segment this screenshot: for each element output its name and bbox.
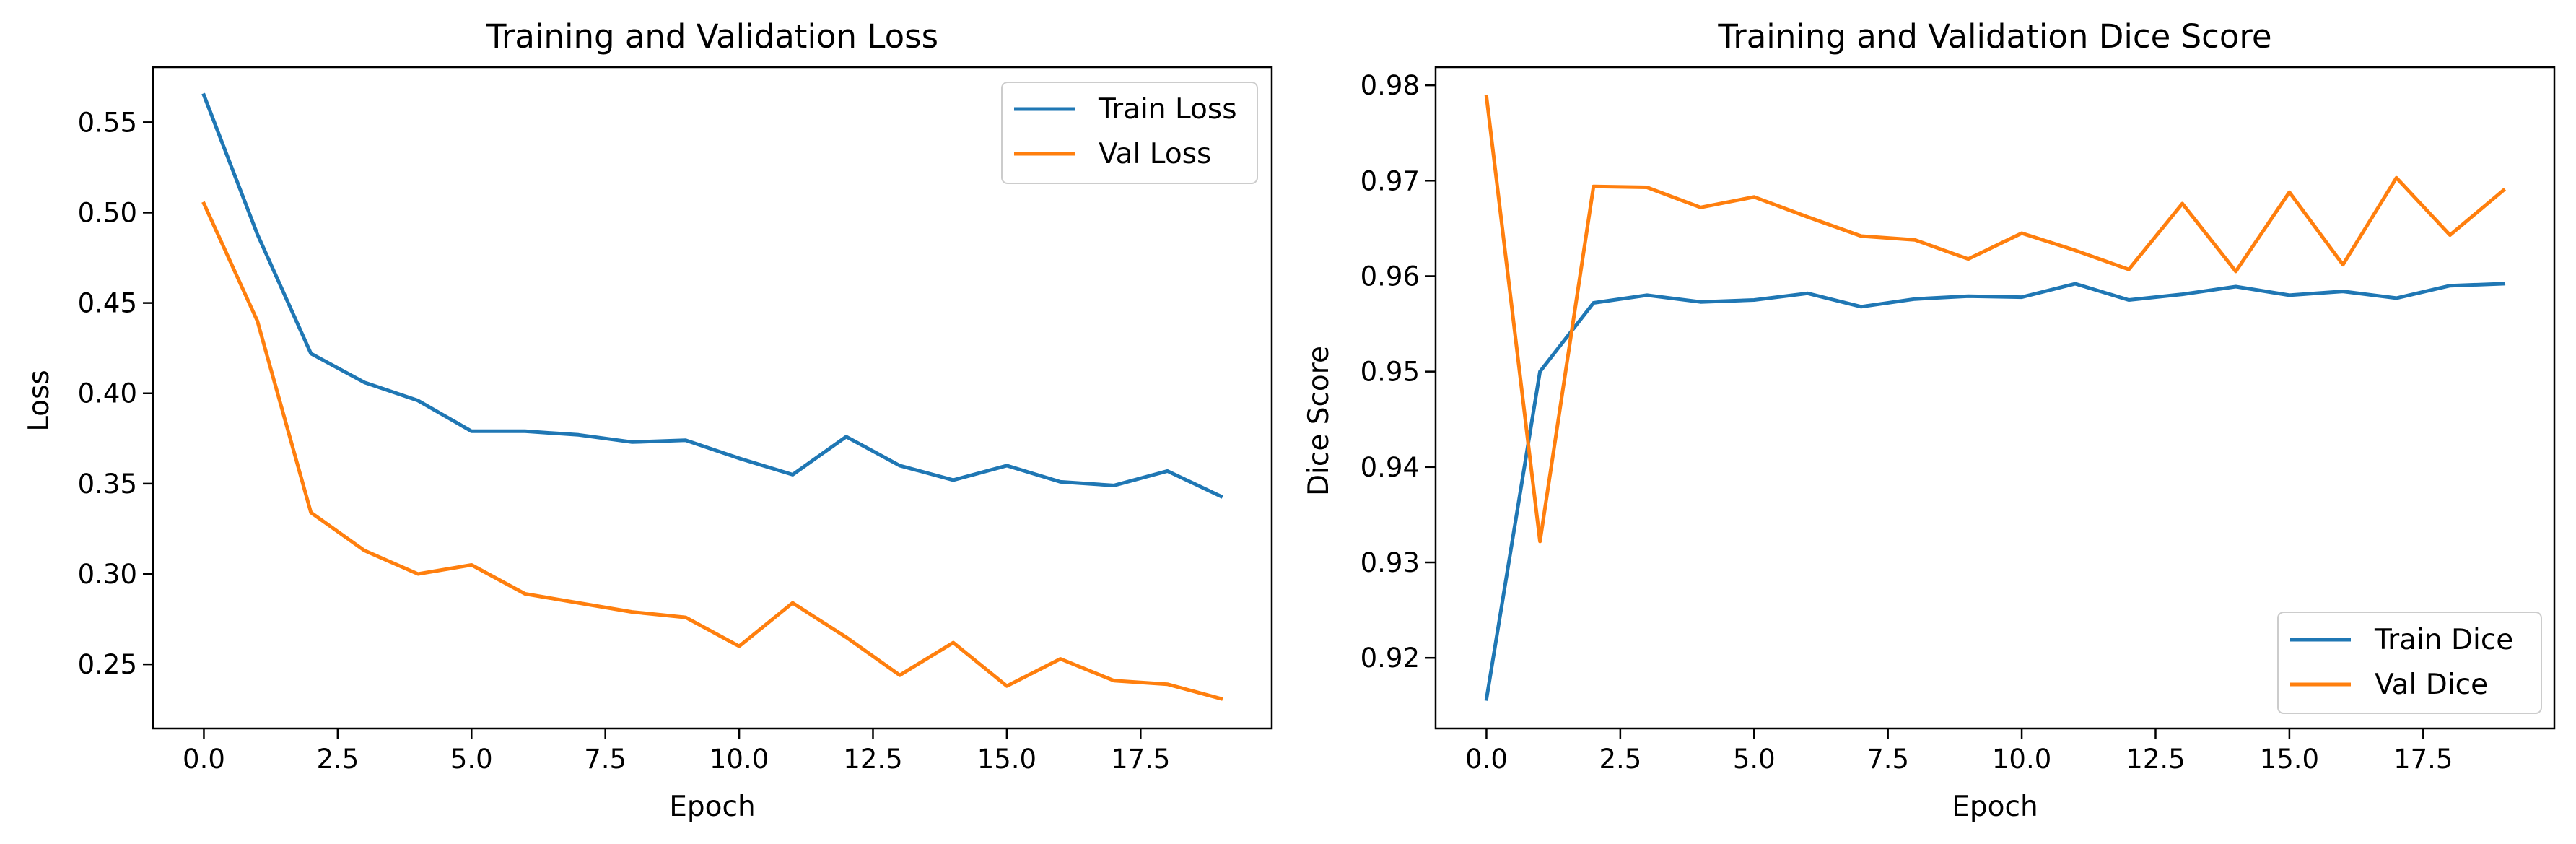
loss-y-tick-label: 0.25 <box>78 649 137 680</box>
dice-series-lines <box>1484 95 2507 701</box>
dice-x-tick-label: 2.5 <box>1599 744 1641 775</box>
dice-series-line-val <box>1484 95 2507 544</box>
dice-y-tick-label: 0.96 <box>1361 261 1420 292</box>
loss-y-tick-label: 0.30 <box>78 559 137 590</box>
loss-series-lines <box>201 92 1223 701</box>
dice-y-tick-label: 0.94 <box>1361 452 1420 483</box>
loss-y-tick-label: 0.35 <box>78 469 137 500</box>
dice-legend-label-train: Train Dice <box>2374 624 2513 656</box>
dice-y-tick-label: 0.95 <box>1361 357 1420 388</box>
loss-x-tick-label: 2.5 <box>316 744 359 775</box>
loss-x-tick-label: 17.5 <box>1111 744 1170 775</box>
dice-plot-frame <box>1434 66 2556 730</box>
dice-y-tick-label: 0.93 <box>1361 547 1420 578</box>
dice-x-tick-label: 15.0 <box>2260 744 2319 775</box>
dice-chart-title: Training and Validation Dice Score <box>1717 17 2271 56</box>
loss-x-tick-label: 10.0 <box>710 744 769 775</box>
loss-series-line-val <box>201 201 1223 701</box>
loss-ticks: 0.0 2.5 5.0 7.5 10.0 12.5 15.0 17.5 0.25 0.30 0.35… <box>78 107 1171 775</box>
loss-plot-frame <box>152 66 1273 730</box>
loss-x-tick-label: 5.0 <box>450 744 493 775</box>
loss-x-tick-label: 7.5 <box>584 744 626 775</box>
dice-y-axis-label: Dice Score <box>1303 346 1335 496</box>
dice-x-axis-label: Epoch <box>1952 791 2038 823</box>
dice-y-tick-label: 0.92 <box>1361 643 1420 674</box>
loss-chart-title: Training and Validation Loss <box>486 17 938 56</box>
loss-y-tick-label: 0.55 <box>78 107 137 138</box>
dice-chart: Training and Validation Dice Score Epoch… <box>1303 17 2556 823</box>
dice-y-tick-label: 0.97 <box>1361 165 1420 196</box>
dice-legend-label-val: Val Dice <box>2375 669 2488 701</box>
loss-y-tick-label: 0.40 <box>78 378 137 409</box>
dice-x-tick-label: 10.0 <box>1992 744 2051 775</box>
loss-chart: Training and Validation Loss Epoch Loss … <box>23 17 1273 823</box>
dice-x-tick-label: 7.5 <box>1866 744 1909 775</box>
loss-y-axis-label: Loss <box>23 370 56 432</box>
loss-legend: Train Loss Val Loss <box>1001 82 1258 184</box>
loss-y-tick-label: 0.45 <box>78 288 137 319</box>
loss-legend-label-val: Val Loss <box>1099 138 1211 170</box>
loss-x-axis-label: Epoch <box>669 791 755 823</box>
dice-series-line-train <box>1484 282 2506 701</box>
loss-legend-label-train: Train Loss <box>1098 93 1237 126</box>
dice-ticks: 0.0 2.5 5.0 7.5 10.0 12.5 15.0 17.5 0.92 0.93 0.94… <box>1361 70 2453 775</box>
dice-legend: Train Dice Val Dice <box>2277 612 2542 714</box>
dice-y-tick-label: 0.98 <box>1361 70 1420 101</box>
dice-legend-box <box>2277 612 2542 714</box>
dice-x-tick-label: 17.5 <box>2393 744 2453 775</box>
loss-series-line-train <box>201 92 1223 499</box>
dice-x-tick-label: 5.0 <box>1733 744 1776 775</box>
loss-x-tick-label: 0.0 <box>183 744 225 775</box>
loss-x-tick-label: 15.0 <box>977 744 1036 775</box>
loss-y-tick-label: 0.50 <box>78 197 137 228</box>
dice-x-tick-label: 0.0 <box>1465 744 1508 775</box>
dice-x-tick-label: 12.5 <box>2126 744 2185 775</box>
loss-x-tick-label: 12.5 <box>843 744 902 775</box>
